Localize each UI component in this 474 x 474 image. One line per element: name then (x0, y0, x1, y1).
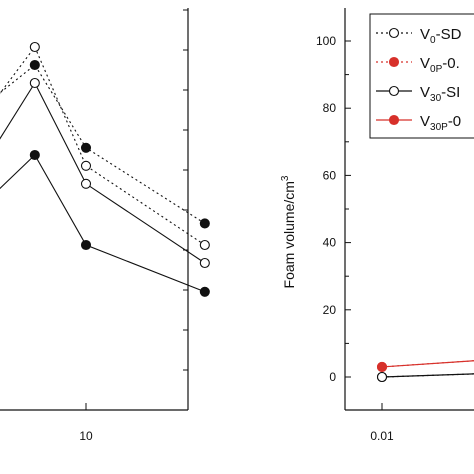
legend-label-1: V0P-0. (420, 55, 460, 75)
right-series-3-point-0 (376, 361, 388, 372)
legend-marker-3 (388, 114, 400, 126)
left-series-1-point-3 (80, 142, 92, 153)
left-ticks (85, 9, 188, 410)
right-series-line-2 (381, 373, 474, 378)
legend-entries: V0-SD V0P-0. V30-SI V30P-0 (376, 26, 462, 133)
legend-label-2: V30-SI (420, 84, 460, 104)
right-y-tick-label: 60 (323, 168, 337, 182)
left-series-line-0 (0, 45, 206, 246)
left-series-1-point-2 (29, 59, 40, 71)
left-series-0-point-3 (80, 160, 92, 171)
right-series-group (376, 360, 474, 383)
right-y-tick-labels: 0 20 40 60 80 100 (316, 34, 336, 384)
left-series-line-3 (0, 154, 206, 293)
right-ticks (345, 40, 383, 410)
legend-marker-2 (388, 85, 400, 97)
left-series-2-point-4 (199, 257, 210, 269)
right-y-axis-label: Foam volume/cm3 (280, 175, 297, 288)
right-y-tick-label: 40 (323, 236, 337, 250)
left-series-2-point-2 (29, 77, 40, 89)
left-series-3-point-4 (199, 286, 210, 297)
legend-marker-0 (388, 27, 400, 39)
right-x-tick-label: 0.01 (370, 429, 394, 443)
legend-label-3: V30P-0 (420, 113, 461, 133)
legend-label-0: V0-SD (420, 26, 462, 46)
legend-box (369, 13, 474, 139)
legend: V0-SD V0P-0. V30-SI V30P-0 (369, 13, 474, 139)
right-series-line-3 (381, 360, 474, 368)
left-series-group (0, 41, 210, 297)
left-series-3-point-3 (80, 239, 92, 251)
right-y-tick-label: 20 (323, 303, 337, 317)
right-y-tick-label: 80 (323, 101, 337, 115)
left-series-1-point-4 (199, 218, 210, 229)
left-series-2-point-3 (80, 178, 92, 189)
left-series-0-point-2 (29, 41, 40, 53)
left-series-line-2 (0, 81, 206, 264)
legend-marker-1 (388, 56, 400, 68)
right-y-tick-label: 0 (329, 370, 336, 384)
left-chart-panel: 10 (0, 8, 210, 443)
right-y-tick-label: 100 (316, 34, 336, 48)
left-series-3-point-2 (29, 149, 40, 161)
left-series-0-point-4 (199, 239, 210, 251)
left-x-tick-label: 10 (79, 429, 93, 443)
right-series-2-point-0 (376, 371, 388, 383)
